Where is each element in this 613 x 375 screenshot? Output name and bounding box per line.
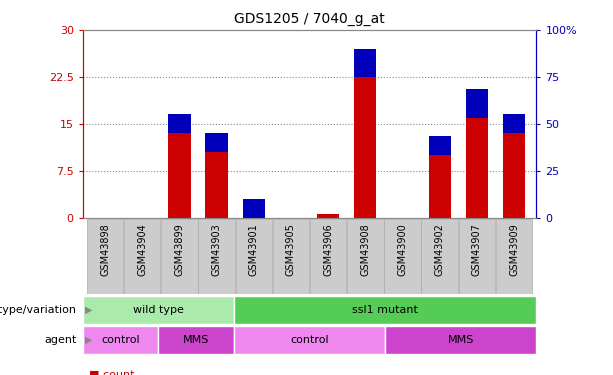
Text: ▶: ▶ <box>85 334 93 345</box>
Text: GSM43903: GSM43903 <box>211 223 222 276</box>
Bar <box>234 296 536 324</box>
FancyBboxPatch shape <box>384 219 421 294</box>
Bar <box>354 77 376 218</box>
Bar <box>83 326 158 354</box>
Bar <box>169 133 191 218</box>
FancyBboxPatch shape <box>199 219 235 294</box>
Bar <box>503 114 525 133</box>
Text: ▶: ▶ <box>85 305 93 315</box>
Bar <box>169 114 191 133</box>
FancyBboxPatch shape <box>87 219 123 294</box>
Text: wild type: wild type <box>133 305 184 315</box>
FancyBboxPatch shape <box>124 219 161 294</box>
FancyBboxPatch shape <box>496 219 532 294</box>
Text: control: control <box>101 334 140 345</box>
FancyBboxPatch shape <box>310 219 346 294</box>
Text: GSM43908: GSM43908 <box>360 223 370 276</box>
Text: GSM43902: GSM43902 <box>435 223 444 276</box>
Text: GSM43904: GSM43904 <box>137 223 147 276</box>
Text: ssl1 mutant: ssl1 mutant <box>352 305 418 315</box>
Bar <box>428 155 451 218</box>
Text: MMS: MMS <box>447 334 474 345</box>
Bar <box>243 199 265 217</box>
Bar <box>234 326 385 354</box>
Text: agent: agent <box>44 334 77 345</box>
Bar <box>205 133 228 152</box>
FancyBboxPatch shape <box>347 219 384 294</box>
Text: control: control <box>290 334 329 345</box>
Bar <box>428 136 451 155</box>
Text: GSM43906: GSM43906 <box>323 223 333 276</box>
Text: GSM43899: GSM43899 <box>175 223 185 276</box>
Bar <box>317 214 340 217</box>
FancyBboxPatch shape <box>422 219 458 294</box>
Bar <box>466 117 488 218</box>
Bar <box>354 49 376 77</box>
Bar <box>385 326 536 354</box>
Text: ■ count: ■ count <box>89 369 134 375</box>
FancyBboxPatch shape <box>459 219 495 294</box>
Text: GSM43901: GSM43901 <box>249 223 259 276</box>
Bar <box>466 89 488 117</box>
Title: GDS1205 / 7040_g_at: GDS1205 / 7040_g_at <box>234 12 385 26</box>
Bar <box>83 296 234 324</box>
Text: GSM43907: GSM43907 <box>472 223 482 276</box>
FancyBboxPatch shape <box>161 219 197 294</box>
Text: MMS: MMS <box>183 334 210 345</box>
FancyBboxPatch shape <box>273 219 309 294</box>
FancyBboxPatch shape <box>235 219 272 294</box>
Text: GSM43900: GSM43900 <box>397 223 408 276</box>
Text: GSM43905: GSM43905 <box>286 223 296 276</box>
Text: GSM43898: GSM43898 <box>100 223 110 276</box>
Bar <box>205 152 228 217</box>
Bar <box>158 326 234 354</box>
Bar <box>503 133 525 218</box>
Text: genotype/variation: genotype/variation <box>0 305 77 315</box>
Text: GSM43909: GSM43909 <box>509 223 519 276</box>
